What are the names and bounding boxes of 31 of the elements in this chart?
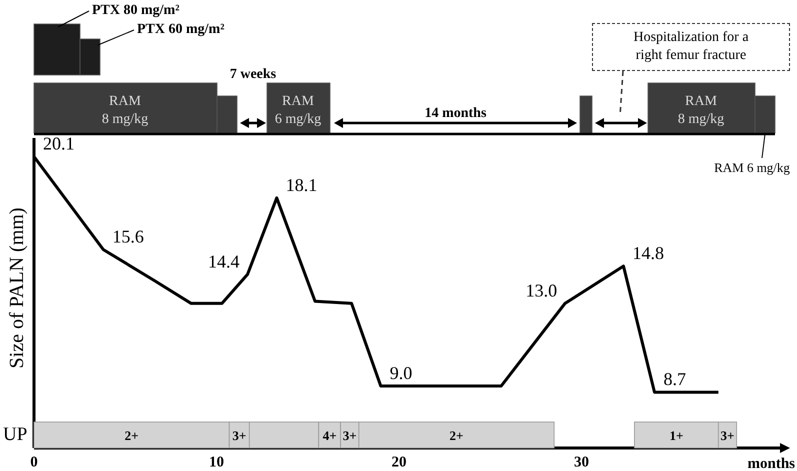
y-axis-title: Size of PALN (mm) bbox=[6, 208, 28, 368]
text: RAM 8 mg/kg bbox=[102, 94, 148, 127]
band-label: 3+ bbox=[342, 428, 357, 443]
text: PTX 60 mg/m² bbox=[137, 22, 224, 37]
band-label: 4+ bbox=[322, 428, 337, 443]
data-label: 13.0 bbox=[526, 280, 558, 300]
data-label: 8.7 bbox=[664, 369, 686, 390]
x-axis-title: months bbox=[747, 456, 796, 471]
band-label: 3+ bbox=[232, 428, 246, 443]
band-label: 2+ bbox=[124, 428, 139, 443]
data-label: 15.6 bbox=[112, 226, 144, 247]
data-label: 20.1 bbox=[43, 134, 74, 154]
x-tick-label: 30 bbox=[574, 454, 589, 471]
dashed-callout-box: Hospitalization for a right femur fracture bbox=[592, 23, 790, 71]
data-label: 18.1 bbox=[286, 174, 318, 195]
x-tick-label: 20 bbox=[392, 454, 406, 471]
band-label: 3+ bbox=[720, 428, 734, 443]
text: RAM 6 mg/kg bbox=[274, 94, 322, 127]
text: 14 months bbox=[424, 106, 487, 121]
text: RAM 8 mg/kg bbox=[678, 94, 724, 127]
x-tick-label: 0 bbox=[30, 454, 38, 471]
x-tick-label: 10 bbox=[209, 454, 224, 471]
annotation: RAM 6 mg/kg bbox=[714, 160, 790, 175]
text: UP bbox=[3, 424, 28, 445]
data-label: 9.0 bbox=[390, 363, 412, 383]
band-label: 2+ bbox=[450, 428, 464, 443]
text: PTX 80 mg/m² bbox=[92, 3, 180, 18]
data-label: 14.8 bbox=[632, 243, 664, 264]
text: 7 weeks bbox=[230, 67, 277, 82]
band-label: 1+ bbox=[669, 428, 684, 443]
data-label: 14.4 bbox=[208, 251, 240, 272]
